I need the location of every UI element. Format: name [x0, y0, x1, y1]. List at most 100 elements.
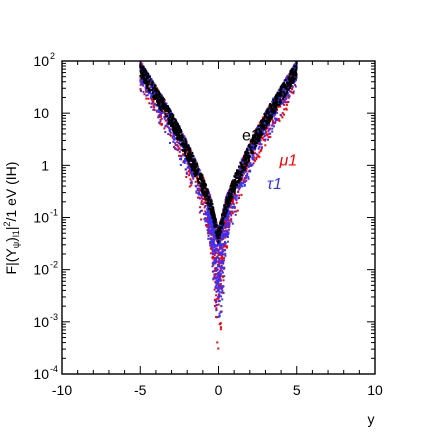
data-point — [271, 103, 274, 106]
data-point — [253, 151, 256, 154]
data-point — [201, 175, 204, 178]
data-point — [217, 285, 220, 287]
data-point — [224, 205, 227, 208]
data-point — [255, 127, 258, 130]
data-point — [208, 223, 210, 225]
data-point — [194, 168, 197, 171]
data-point — [270, 115, 272, 118]
data-point — [271, 110, 274, 113]
data-point — [221, 286, 223, 289]
data-point — [146, 87, 149, 90]
data-point — [235, 201, 238, 204]
data-point — [139, 89, 142, 92]
data-point — [247, 146, 250, 149]
data-point — [150, 102, 153, 105]
data-point — [259, 139, 262, 142]
data-point — [218, 259, 221, 262]
data-point — [212, 220, 215, 223]
data-point — [207, 214, 210, 217]
data-point — [140, 77, 143, 80]
data-point — [252, 158, 255, 161]
data-point — [214, 274, 217, 277]
data-point — [217, 243, 220, 246]
data-point — [218, 233, 221, 236]
data-point — [275, 99, 278, 102]
data-point — [247, 151, 250, 154]
data-point — [219, 326, 222, 329]
data-point — [196, 162, 199, 165]
data-point — [145, 94, 148, 97]
data-point — [141, 69, 144, 72]
data-point — [164, 131, 167, 133]
data-point — [273, 111, 276, 114]
data-point — [287, 83, 290, 86]
data-point — [218, 257, 221, 260]
data-point — [294, 79, 297, 82]
data-point — [244, 153, 247, 156]
data-point — [209, 244, 212, 247]
data-point — [180, 131, 182, 133]
data-point — [288, 95, 291, 98]
data-point — [163, 103, 165, 106]
data-point — [246, 174, 249, 177]
data-point — [159, 113, 161, 116]
data-point — [273, 122, 276, 124]
data-point — [231, 193, 234, 196]
y-axis-label: F|(Yψ)l1|2/1 eV (IH) — [2, 162, 21, 275]
data-point — [263, 120, 266, 123]
data-point — [234, 173, 237, 176]
data-point — [183, 143, 186, 146]
data-point — [202, 203, 205, 206]
data-point — [202, 178, 205, 181]
data-point — [156, 94, 159, 97]
data-point — [222, 237, 225, 240]
data-point — [293, 65, 296, 68]
data-point — [158, 99, 161, 102]
data-point — [192, 177, 195, 180]
data-point — [207, 224, 210, 227]
data-point — [272, 98, 275, 101]
data-point — [205, 211, 208, 214]
data-point — [211, 265, 214, 268]
data-point — [154, 87, 157, 90]
data-point — [284, 83, 287, 86]
data-point — [262, 118, 264, 121]
data-point — [175, 127, 178, 130]
data-point — [281, 102, 284, 105]
data-point — [295, 74, 298, 77]
data-point — [219, 269, 222, 272]
data-point — [215, 294, 218, 297]
data-point — [169, 131, 172, 134]
data-point — [209, 232, 212, 235]
data-point — [243, 178, 246, 181]
data-point — [254, 145, 257, 147]
y-tick-label: 10 — [33, 53, 49, 69]
data-point — [241, 174, 243, 176]
data-point — [227, 213, 230, 216]
data-point — [245, 164, 248, 167]
data-point — [142, 67, 145, 70]
data-point — [214, 216, 216, 219]
data-point — [216, 287, 219, 290]
data-point — [289, 70, 292, 73]
data-point — [179, 127, 182, 130]
data-point — [285, 98, 288, 101]
data-point — [224, 242, 227, 245]
data-point — [227, 217, 230, 220]
data-point — [205, 224, 208, 227]
data-point — [146, 73, 149, 75]
y-tick-label: 10 — [33, 210, 49, 226]
data-point — [210, 245, 213, 248]
data-point — [186, 154, 189, 157]
data-point — [172, 114, 175, 117]
data-point — [291, 82, 294, 84]
x-tick-label: -10 — [52, 382, 72, 398]
data-point — [216, 268, 219, 271]
data-point — [216, 237, 219, 240]
data-point — [164, 112, 167, 115]
data-point — [158, 108, 161, 111]
data-point — [197, 179, 199, 182]
data-point — [157, 101, 160, 104]
data-point — [195, 163, 197, 166]
data-point — [207, 202, 210, 205]
